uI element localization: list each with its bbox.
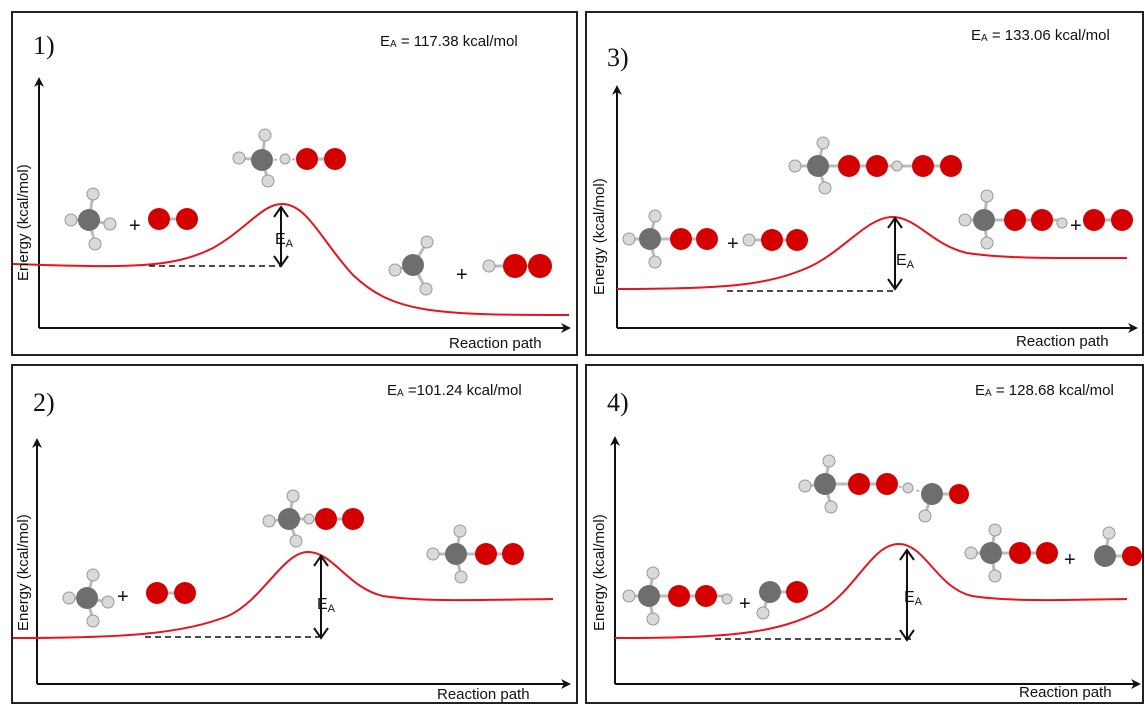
panel-4: 4) EA = 128.68 kcal/mol EA +	[585, 364, 1144, 704]
panel-label: 4)	[607, 388, 629, 417]
molecule-ch3ooh-reactant	[622, 566, 733, 626]
panel-2: 2) EA =101.24 kcal/mol EA +	[11, 364, 578, 704]
ea-arrow-label: EA	[904, 589, 923, 608]
plus-sign: +	[739, 593, 751, 615]
ea-arrow-label: EA	[317, 596, 336, 615]
panel-label: 2)	[33, 388, 55, 417]
molecule-hco-reactant	[756, 581, 808, 620]
activation-energy-label: EA = 128.68 kcal/mol	[975, 382, 1114, 399]
panel-2-diagram: EA +	[12, 438, 571, 689]
panel-3: 3) EA = 133.06 kcal/mol EA +	[585, 11, 1144, 356]
molecule-ch4-reactant	[62, 568, 115, 628]
activation-energy-label: EA =101.24 kcal/mol	[387, 382, 522, 399]
energy-curve	[614, 542, 1128, 639]
panel-1: 1) EA = 117.38 kcal/mol EA	[11, 11, 578, 356]
y-axis-label: Energy (kcal/mol)	[591, 514, 608, 631]
panel-4-diagram: EA +	[610, 436, 1142, 689]
panel-label: 3)	[607, 43, 629, 72]
plus-sign: +	[1064, 549, 1076, 571]
panel-3-diagram: EA +	[612, 85, 1138, 333]
molecule-o2-product	[1083, 209, 1133, 231]
energy-curve	[12, 202, 570, 316]
activation-energy-label: EA = 117.38 kcal/mol	[380, 33, 518, 50]
molecule-ch4-reactant	[64, 187, 117, 251]
x-axis-label: Reaction path	[449, 335, 542, 352]
plus-sign: +	[1070, 215, 1082, 237]
x-axis-label: Reaction path	[1016, 333, 1109, 350]
plus-sign: +	[456, 264, 468, 286]
y-axis-label: Energy (kcal/mol)	[15, 164, 32, 281]
molecule-o2-reactant	[146, 582, 196, 604]
plus-sign: +	[727, 233, 739, 255]
molecule-hco-product	[1094, 526, 1142, 567]
energy-curve	[616, 215, 1128, 290]
panel-label: 1)	[33, 31, 55, 60]
ea-arrow-label: EA	[275, 231, 294, 250]
molecule-ch3o2-product	[964, 523, 1058, 583]
molecule-ch3-product	[388, 235, 434, 296]
molecule-ch3o2-product	[426, 524, 524, 584]
panel-1-diagram: EA +	[12, 77, 571, 333]
molecule-transition-state	[232, 128, 346, 188]
plus-sign: +	[117, 586, 129, 608]
x-axis-label: Reaction path	[1019, 684, 1112, 701]
y-axis-label: Energy (kcal/mol)	[15, 514, 32, 631]
y-axis-label: Energy (kcal/mol)	[591, 178, 608, 295]
molecule-ch3o2-reactant	[622, 209, 718, 269]
molecule-transition-state	[262, 489, 364, 548]
molecule-transition-state	[798, 454, 969, 523]
plus-sign: +	[129, 215, 141, 237]
molecule-transition-state	[788, 136, 962, 195]
molecule-ch3ooh-product	[958, 189, 1068, 250]
activation-energy-label: EA = 133.06 kcal/mol	[971, 27, 1110, 44]
molecule-ho2-reactant	[742, 229, 808, 251]
ea-arrow-label: EA	[896, 252, 915, 271]
energy-curve	[12, 550, 554, 639]
x-axis-label: Reaction path	[437, 686, 530, 703]
molecule-o2-reactant	[148, 208, 198, 230]
molecule-ho2-product	[482, 254, 552, 278]
